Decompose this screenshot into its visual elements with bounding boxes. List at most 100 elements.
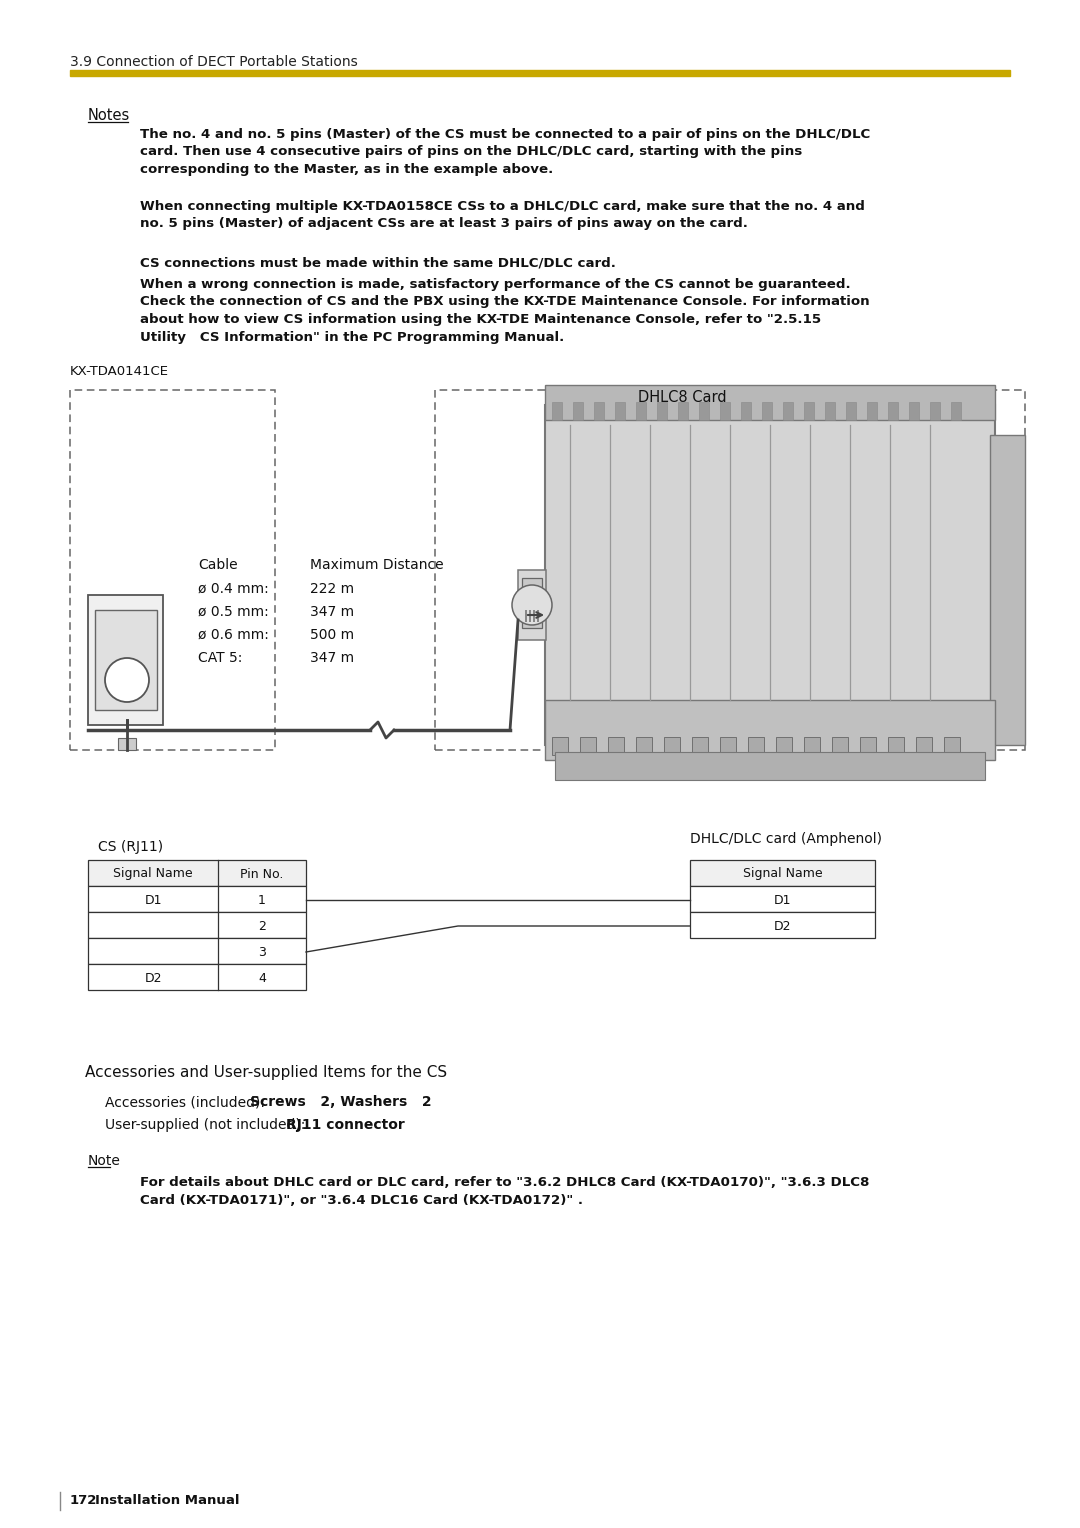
Bar xyxy=(545,385,995,420)
Bar xyxy=(664,736,680,755)
Bar xyxy=(762,402,772,420)
Bar xyxy=(951,402,961,420)
Text: DHLC/DLC card (Amphenol): DHLC/DLC card (Amphenol) xyxy=(690,833,882,847)
Text: Signal Name: Signal Name xyxy=(743,868,822,880)
Text: Signal Name: Signal Name xyxy=(113,868,193,880)
Bar xyxy=(678,402,688,420)
Bar xyxy=(657,402,667,420)
Bar xyxy=(118,738,136,750)
Bar xyxy=(777,736,792,755)
Text: 347 m: 347 m xyxy=(310,651,354,665)
Bar xyxy=(95,610,157,711)
Bar xyxy=(832,736,848,755)
Bar xyxy=(990,435,1025,746)
Bar xyxy=(867,402,877,420)
Text: ø 0.5 mm:: ø 0.5 mm: xyxy=(198,605,269,619)
Text: ø 0.6 mm:: ø 0.6 mm: xyxy=(198,628,269,642)
Bar xyxy=(534,610,535,622)
Bar xyxy=(944,736,960,755)
Bar xyxy=(804,736,820,755)
Text: For details about DHLC card or DLC card, refer to "3.6.2 DHLC8 Card (KX-TDA0170): For details about DHLC card or DLC card,… xyxy=(140,1177,869,1207)
Text: Maximum Distance: Maximum Distance xyxy=(310,558,444,571)
Bar xyxy=(692,736,708,755)
Text: D2: D2 xyxy=(145,972,162,984)
Bar xyxy=(783,402,793,420)
Text: D2: D2 xyxy=(773,920,792,932)
Bar xyxy=(615,402,625,420)
Text: 172: 172 xyxy=(70,1493,97,1507)
Text: Cable: Cable xyxy=(198,558,238,571)
Text: CAT 5:: CAT 5: xyxy=(198,651,242,665)
Bar xyxy=(860,736,876,755)
Bar xyxy=(888,402,897,420)
Bar xyxy=(70,390,275,750)
Text: 347 m: 347 m xyxy=(310,605,354,619)
Circle shape xyxy=(512,585,552,625)
Bar xyxy=(522,578,542,628)
Bar xyxy=(87,964,306,990)
Text: Note: Note xyxy=(87,1154,121,1167)
Bar xyxy=(720,736,735,755)
Bar xyxy=(690,886,875,912)
Bar xyxy=(87,886,306,912)
Bar xyxy=(87,860,306,886)
Bar xyxy=(741,402,751,420)
Bar xyxy=(748,736,764,755)
Bar xyxy=(846,402,856,420)
Bar xyxy=(529,610,531,622)
Bar xyxy=(552,402,562,420)
Bar xyxy=(636,736,652,755)
Text: Accessories (included):: Accessories (included): xyxy=(105,1096,269,1109)
Bar xyxy=(699,402,708,420)
Bar xyxy=(87,594,163,724)
Bar xyxy=(720,402,730,420)
Text: Notes: Notes xyxy=(87,108,131,122)
Bar xyxy=(690,860,875,886)
Text: 222 m: 222 m xyxy=(310,582,354,596)
Bar xyxy=(825,402,835,420)
Bar xyxy=(555,752,985,779)
Text: D1: D1 xyxy=(145,894,162,906)
Text: Installation Manual: Installation Manual xyxy=(95,1493,240,1507)
Text: 3.9 Connection of DECT Portable Stations: 3.9 Connection of DECT Portable Stations xyxy=(70,55,357,69)
Text: 500 m: 500 m xyxy=(310,628,354,642)
Text: KX-TDA0141CE: KX-TDA0141CE xyxy=(70,365,168,377)
Bar xyxy=(545,405,995,746)
Text: Pin No.: Pin No. xyxy=(241,868,284,880)
Bar xyxy=(525,610,527,622)
Text: When connecting multiple KX-TDA0158CE CSs to a DHLC/DLC card, make sure that the: When connecting multiple KX-TDA0158CE CS… xyxy=(140,200,865,231)
Text: DHLC8 Card: DHLC8 Card xyxy=(638,390,727,405)
Bar xyxy=(537,610,539,622)
Text: CS connections must be made within the same DHLC/DLC card.: CS connections must be made within the s… xyxy=(140,257,616,269)
Bar xyxy=(580,736,596,755)
Bar xyxy=(930,402,940,420)
Text: 4: 4 xyxy=(258,972,266,984)
Text: Accessories and User-supplied Items for the CS: Accessories and User-supplied Items for … xyxy=(85,1065,447,1080)
Bar xyxy=(804,402,814,420)
Bar xyxy=(573,402,583,420)
Bar xyxy=(636,402,646,420)
Text: When a wrong connection is made, satisfactory performance of the CS cannot be gu: When a wrong connection is made, satisfa… xyxy=(140,278,869,344)
Text: ø 0.4 mm:: ø 0.4 mm: xyxy=(198,582,269,596)
Bar xyxy=(545,700,995,759)
Bar xyxy=(909,402,919,420)
Text: 2: 2 xyxy=(258,920,266,932)
Bar xyxy=(608,736,624,755)
Bar xyxy=(690,912,875,938)
Bar xyxy=(87,938,306,964)
Text: 1: 1 xyxy=(258,894,266,906)
Bar xyxy=(70,70,1010,76)
Circle shape xyxy=(105,659,149,701)
Bar xyxy=(594,402,604,420)
Text: RJ11 connector: RJ11 connector xyxy=(286,1118,405,1132)
Text: Screws   2, Washers   2: Screws 2, Washers 2 xyxy=(251,1096,432,1109)
Text: CS (RJ11): CS (RJ11) xyxy=(98,840,163,854)
Bar xyxy=(552,736,568,755)
Bar xyxy=(888,736,904,755)
Bar xyxy=(87,912,306,938)
Bar xyxy=(916,736,932,755)
Text: 3: 3 xyxy=(258,946,266,958)
Bar xyxy=(518,570,546,640)
Text: The no. 4 and no. 5 pins (Master) of the CS must be connected to a pair of pins : The no. 4 and no. 5 pins (Master) of the… xyxy=(140,128,870,176)
Text: D1: D1 xyxy=(773,894,792,906)
